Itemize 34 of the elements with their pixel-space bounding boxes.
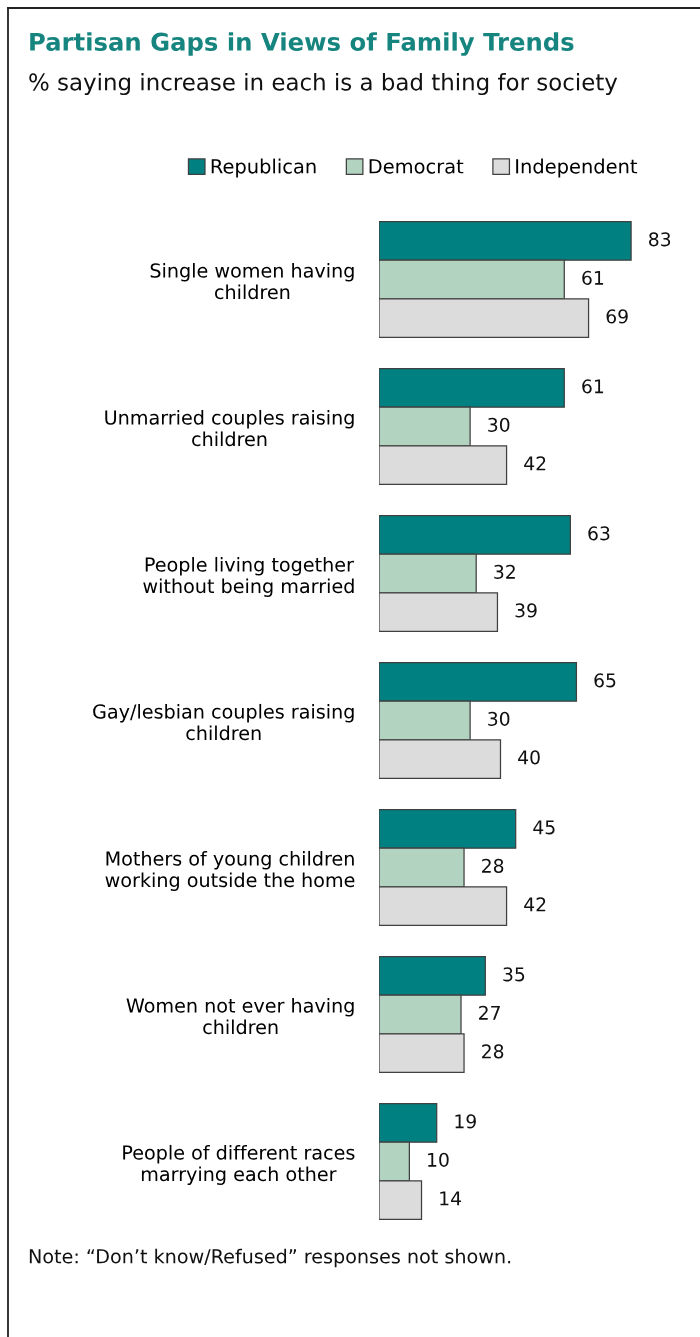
data-label: 27 xyxy=(479,1005,500,1020)
text: Note: “Don’t know/Refused” responses not shown. xyxy=(29,1248,511,1268)
y-tick-label: People of different races marrying each other xyxy=(123,1144,355,1185)
y-tick-label: Gay/lesbian couples raising children xyxy=(93,703,354,741)
data-label: 42 xyxy=(524,456,546,471)
data-label: 19 xyxy=(455,1114,476,1129)
y-tick-label: Unmarried couples raising children xyxy=(105,409,354,447)
y-tick-label: Women not ever having children xyxy=(126,997,354,1035)
chart-subtitle: % saying increase in each is a bad thing for society xyxy=(29,72,618,96)
data-label: 35 xyxy=(503,967,525,982)
data-label: 28 xyxy=(482,1044,504,1059)
y-tick-label: Mothers of young children working outside the home xyxy=(105,850,355,891)
data-label: 10 xyxy=(428,1152,449,1167)
y-tick-label: People living together without being married xyxy=(143,556,354,597)
data-label: 39 xyxy=(515,603,537,618)
chart-title: Partisan Gaps in Views of Family Trends xyxy=(30,32,574,56)
data-label: 28 xyxy=(482,858,504,873)
data-label: 61 xyxy=(582,270,604,285)
legend-label: Democrat xyxy=(369,159,464,174)
data-label: 30 xyxy=(488,711,510,726)
data-label: 30 xyxy=(488,417,510,432)
data-label: 61 xyxy=(582,379,604,394)
data-label: 14 xyxy=(440,1191,461,1206)
legend-label: Republican xyxy=(211,158,316,178)
data-label: 63 xyxy=(588,526,610,541)
data-label: 42 xyxy=(524,897,546,912)
legend-label: Independent xyxy=(516,158,638,178)
data-label: 65 xyxy=(594,673,616,688)
data-label: 69 xyxy=(606,309,628,324)
data-label: 32 xyxy=(494,564,515,579)
y-tick-label: Single women having children xyxy=(150,262,354,300)
data-label: 83 xyxy=(649,232,671,247)
data-label: 40 xyxy=(518,750,540,765)
data-label: 45 xyxy=(533,820,555,835)
